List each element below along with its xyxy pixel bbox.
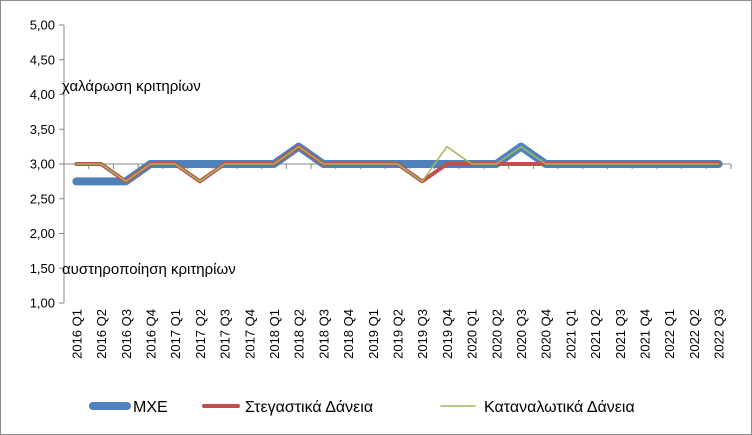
legend-label-2: Στεγαστικά Δάνεια [245, 399, 373, 416]
x-tick-label: 2019 Q4 [440, 309, 455, 359]
x-tick-label: 2019 Q1 [366, 309, 381, 359]
x-tick-label: 2016 Q3 [119, 309, 134, 359]
x-tick-label: 2018 Q2 [292, 309, 307, 359]
x-tick-label: 2020 Q4 [539, 309, 554, 359]
x-tick-label: 2020 Q3 [514, 309, 529, 359]
x-tick-label: 2017 Q2 [193, 309, 208, 359]
x-tick-label: 2017 Q1 [168, 309, 183, 359]
x-tick-label: 2022 Q2 [687, 309, 702, 359]
x-tick-label: 2022 Q1 [662, 309, 677, 359]
x-tick-label: 2019 Q3 [415, 309, 430, 359]
series-layer [72, 142, 723, 186]
legend-label-3: Καταναλωτικά Δάνεια [484, 399, 635, 416]
x-tick-label: 2016 Q2 [94, 309, 109, 359]
y-tick-label: 2,50 [30, 191, 55, 206]
x-tick-label: 2020 Q1 [465, 309, 480, 359]
series-line-3 [75, 145, 720, 183]
y-tick-label: 5,00 [30, 18, 55, 33]
y-tick-label: 3,50 [30, 122, 55, 137]
legend-label-1: ΜΧΕ [133, 399, 168, 416]
x-tick-label: 2019 Q2 [391, 309, 406, 359]
x-tick-label: 2018 Q4 [341, 309, 356, 359]
x-tick-label: 2016 Q4 [143, 309, 158, 359]
annotation-tightening: αυστηροποίηση κριτηρίων [62, 261, 236, 278]
x-tick-label: 2020 Q2 [489, 309, 504, 359]
x-tick-label: 2017 Q4 [242, 309, 257, 359]
x-tick-label: 2018 Q1 [267, 309, 282, 359]
y-tick-label: 2,00 [30, 226, 55, 241]
annotation-easing: χαλάρωση κριτηρίων [62, 78, 201, 95]
legend: ΜΧΕ Στεγαστικά Δάνεια Καταναλωτικά Δάνεια [89, 399, 635, 416]
x-tick-label: 2016 Q1 [69, 309, 84, 359]
x-tick-label: 2021 Q4 [638, 309, 653, 359]
y-tick-label: 1,50 [30, 261, 55, 276]
y-axis: 1,00 1,50 2,00 2,50 3,00 3,50 4,00 4,50 5,00 [30, 18, 65, 311]
y-tick-label: 4,50 [30, 52, 55, 67]
x-tick-label: 2021 Q1 [563, 309, 578, 359]
y-tick-label: 4,00 [30, 87, 55, 102]
y-tick-label: 1,00 [30, 296, 55, 311]
x-tick-label: 2021 Q2 [588, 309, 603, 359]
x-tick-label: 2017 Q3 [218, 309, 233, 359]
x-tick-label: 2018 Q3 [316, 309, 331, 359]
x-tick-label: 2022 Q3 [712, 309, 727, 359]
y-tick-label: 3,00 [30, 157, 55, 172]
x-tick-label: 2021 Q3 [613, 309, 628, 359]
